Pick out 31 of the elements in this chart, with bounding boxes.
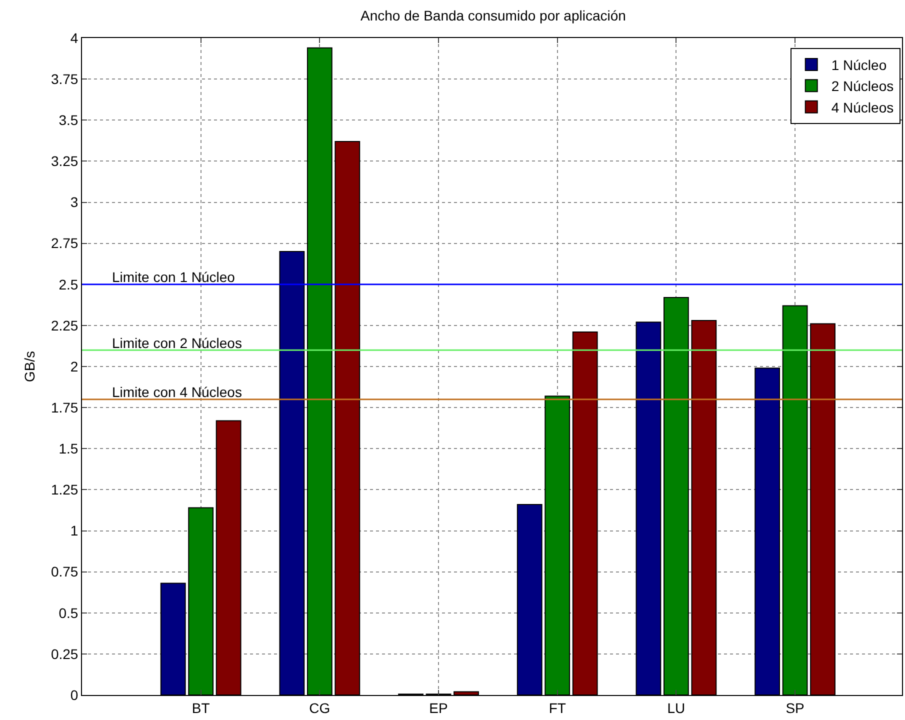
x-tick-label: LU [667,700,686,716]
ref-line-label: Limite con 1 Núcleo [112,269,236,285]
x-tick-label: CG [309,700,330,716]
y-tick-label: 4 [70,30,78,46]
y-tick-label: 1.5 [58,440,78,457]
y-tick-label: 3 [70,194,78,210]
x-tick-label: EP [429,700,448,716]
y-tick-label: 2 [70,358,78,374]
y-tick-label: 3.75 [50,70,78,87]
legend-label: 4 Núcleos [831,99,894,116]
y-tick-label: 3.5 [58,112,78,128]
y-tick-label: 0 [70,686,78,703]
x-tick-label: FT [548,700,566,716]
y-axis-title: GB/s [22,350,38,382]
ref-line-label: Limite con 4 Núcleos [112,384,242,400]
y-tick-label: 0.75 [50,564,78,580]
y-tick-label: 1.25 [50,482,78,498]
y-tick-label: 0.25 [50,646,78,662]
chart-title: Ancho de Banda consumido por aplicación [360,8,626,24]
ref-line-label: Limite con 2 Núcleos [112,335,242,351]
y-tick-label: 0.5 [58,604,78,621]
y-tick-label: 2.25 [50,317,78,334]
y-tick-label: 1.75 [50,399,78,416]
legend-label: 1 Núcleo [831,56,887,73]
x-tick-label: SP [786,700,804,716]
x-tick-label: BT [192,700,210,716]
legend-label: 2 Núcleos [831,78,894,94]
y-tick-label: 2.5 [58,276,78,292]
y-tick-label: 1 [70,522,78,539]
y-tick-label: 2.75 [50,235,78,252]
y-tick-label: 3.25 [50,153,78,170]
